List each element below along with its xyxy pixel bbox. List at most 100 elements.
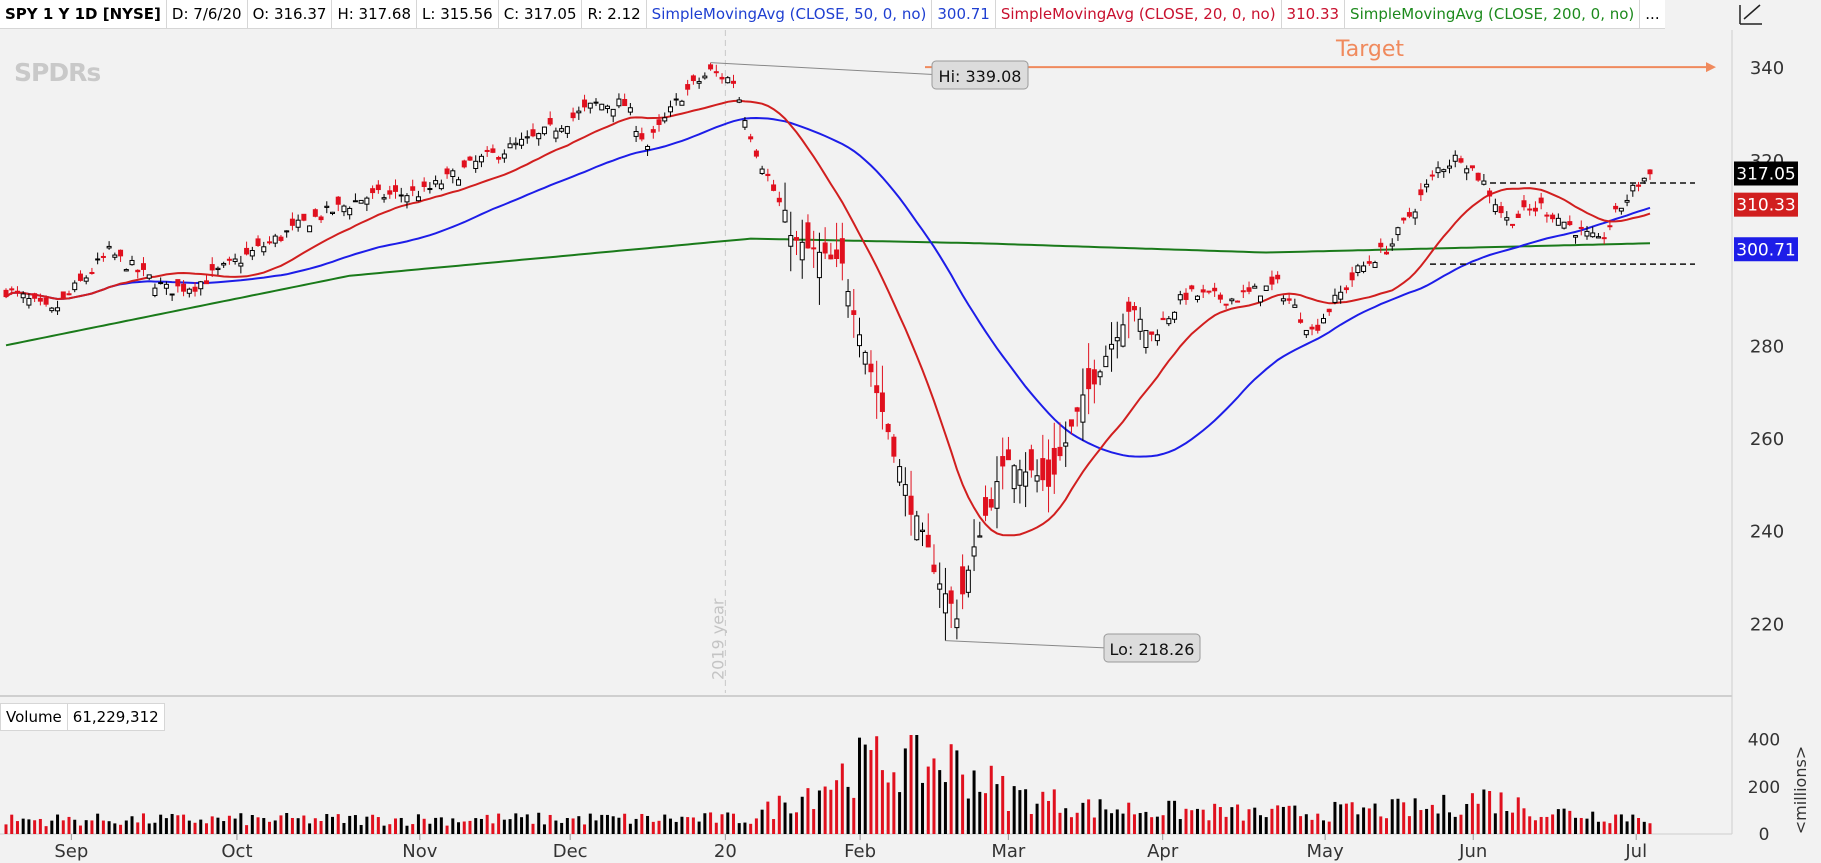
candle-body bbox=[244, 247, 250, 255]
volume-bar bbox=[1327, 821, 1331, 834]
candle-body bbox=[1126, 301, 1132, 312]
candle-body bbox=[862, 351, 868, 365]
volume-bar bbox=[1224, 816, 1228, 834]
symbol-label[interactable]: SPY 1 Y 1D [NYSE] bbox=[0, 0, 167, 28]
volume-bar bbox=[50, 820, 54, 834]
volume-bar bbox=[772, 819, 776, 834]
volume-bar bbox=[1522, 808, 1526, 834]
candle-body bbox=[1561, 221, 1567, 229]
candle-body bbox=[1595, 236, 1601, 239]
candle-body bbox=[776, 197, 782, 203]
candle-body bbox=[679, 100, 685, 106]
volume-bar bbox=[325, 814, 329, 834]
volume-bar bbox=[485, 814, 489, 834]
volume-bar bbox=[491, 823, 495, 834]
candle-body bbox=[1275, 274, 1281, 280]
candle-body bbox=[1183, 292, 1189, 300]
candle-body bbox=[519, 138, 525, 146]
sma20-study-label[interactable]: SimpleMovingAvg (CLOSE, 20, 0, no) bbox=[996, 0, 1282, 28]
volume-value: 61,229,312 bbox=[72, 708, 159, 726]
candle-body bbox=[238, 262, 244, 267]
volume-bar bbox=[1407, 816, 1411, 834]
volume-bar bbox=[296, 818, 300, 834]
sma200-study-label[interactable]: SimpleMovingAvg (CLOSE, 200, 0, no) bbox=[1345, 0, 1641, 28]
volume-bar bbox=[634, 818, 638, 834]
trendline-icon[interactable] bbox=[1738, 2, 1764, 26]
sma50-value: 300.71 bbox=[932, 0, 996, 28]
volume-bar bbox=[216, 817, 220, 834]
candle-body bbox=[1498, 206, 1504, 214]
candle-body bbox=[1469, 165, 1475, 169]
candle-body bbox=[587, 102, 593, 109]
candle-body bbox=[1280, 298, 1286, 302]
candle-body bbox=[1023, 471, 1029, 487]
candle-body bbox=[1298, 319, 1304, 323]
volume-bar bbox=[691, 817, 695, 834]
volume-bar bbox=[1488, 791, 1492, 834]
candle-body bbox=[730, 80, 736, 84]
volume-bar bbox=[726, 812, 730, 834]
volume-bar bbox=[1350, 802, 1354, 834]
x-tick-label: Jun bbox=[1458, 841, 1487, 862]
volume-bar bbox=[27, 819, 31, 834]
volume-bar bbox=[600, 814, 604, 834]
volume-bar bbox=[1465, 803, 1469, 834]
candle-body bbox=[1395, 227, 1401, 236]
candle-body bbox=[708, 64, 714, 70]
sma50-study-label[interactable]: SimpleMovingAvg (CLOSE, 50, 0, no) bbox=[647, 0, 933, 28]
candle-body bbox=[942, 593, 948, 614]
candle-body bbox=[1567, 221, 1573, 226]
volume-bar bbox=[651, 821, 655, 834]
candle-body bbox=[1372, 262, 1378, 268]
candle-body bbox=[948, 590, 954, 604]
volume-bar bbox=[1218, 807, 1222, 834]
candle-body bbox=[1109, 343, 1115, 350]
volume-bar bbox=[926, 766, 930, 834]
volume-bar bbox=[674, 821, 678, 834]
volume-bar bbox=[989, 765, 993, 834]
candle-body bbox=[398, 194, 404, 197]
volume-bar bbox=[1270, 808, 1274, 834]
candle-body bbox=[868, 363, 874, 373]
y-tick-label: 220 bbox=[1750, 614, 1784, 635]
candle-body bbox=[66, 293, 72, 296]
candles bbox=[3, 62, 1653, 641]
volume-bar bbox=[1167, 800, 1171, 834]
volume-bar bbox=[1178, 819, 1182, 834]
candle-body bbox=[186, 288, 192, 294]
candle-body bbox=[536, 133, 542, 140]
volume-bar bbox=[1499, 792, 1503, 834]
volume-bar bbox=[903, 748, 907, 834]
candle-body bbox=[1040, 458, 1046, 481]
candle-body bbox=[9, 288, 15, 291]
candle-body bbox=[1538, 197, 1544, 204]
candle-body bbox=[158, 282, 164, 285]
more-studies-ellipsis[interactable]: ... bbox=[1645, 5, 1660, 23]
candle-body bbox=[1046, 459, 1052, 487]
candle-body bbox=[255, 238, 261, 247]
volume-bar bbox=[1155, 816, 1159, 834]
candle-body bbox=[994, 481, 1000, 509]
volume-bar bbox=[1419, 810, 1423, 834]
candle-body bbox=[1481, 180, 1487, 185]
volume-bar bbox=[737, 823, 741, 834]
low-label: Lo: 218.26 bbox=[1110, 640, 1195, 659]
y-tick-label: 260 bbox=[1750, 429, 1784, 450]
volume-bar bbox=[182, 814, 186, 834]
volume-bar bbox=[33, 820, 37, 834]
volume-bar bbox=[113, 823, 117, 834]
candle-body bbox=[1206, 290, 1212, 293]
volume-bar bbox=[697, 821, 701, 834]
candle-body bbox=[181, 283, 187, 292]
volume-bar bbox=[405, 825, 409, 834]
candle-body bbox=[1441, 169, 1447, 173]
volume-bar bbox=[428, 823, 432, 834]
volume-bar bbox=[457, 822, 461, 834]
candle-body bbox=[1475, 172, 1481, 181]
candle-body bbox=[20, 293, 26, 299]
volume-bar bbox=[1402, 802, 1406, 834]
candle-body bbox=[1263, 285, 1269, 291]
volume-bar bbox=[514, 813, 518, 834]
volume-bar bbox=[984, 793, 988, 834]
